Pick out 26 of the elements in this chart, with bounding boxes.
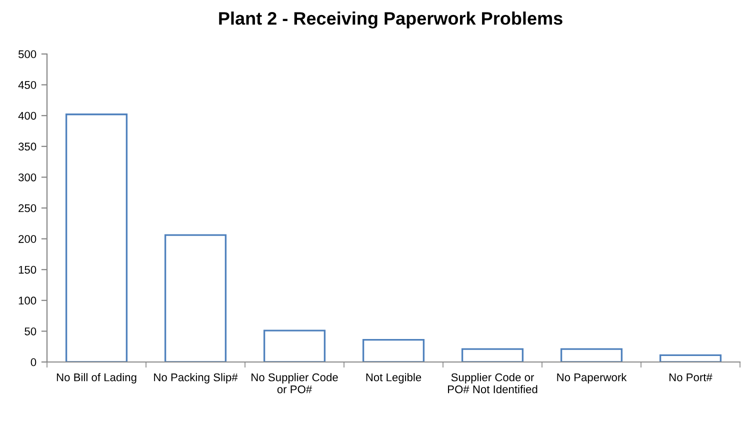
y-tick-label: 500 <box>18 50 36 58</box>
y-tick-label: 300 <box>18 173 36 182</box>
bar <box>263 330 326 362</box>
x-tick-label: No Bill of Lading <box>56 373 136 384</box>
bar <box>461 348 524 362</box>
x-tick-label: Not Legible <box>366 373 422 384</box>
bar <box>164 234 227 362</box>
y-tick-label: 400 <box>18 112 36 120</box>
y-tick-label: 200 <box>18 235 36 243</box>
bar <box>560 348 623 362</box>
y-tick-label: 50 <box>24 327 36 336</box>
y-tick-label: 100 <box>18 296 36 305</box>
x-tick-label: Supplier Code or PO# Not Identified <box>448 373 538 394</box>
y-tick-label: 350 <box>18 142 36 151</box>
y-tick-label: 150 <box>18 266 36 274</box>
bar <box>65 114 128 362</box>
bar <box>362 338 425 362</box>
x-tick-label: No Paperwork <box>557 373 627 384</box>
bar <box>659 354 722 362</box>
chart-title: Plant 2 - Receiving Paperwork Problems <box>219 12 562 28</box>
y-tick-label: 250 <box>18 204 36 212</box>
y-tick-label: 450 <box>18 81 36 89</box>
x-tick-label: No Port# <box>669 374 712 382</box>
x-tick-label: No Supplier Code or PO# <box>252 373 338 394</box>
x-tick-label: No Packing Slip# <box>154 373 238 384</box>
y-tick-label: 0 <box>30 358 36 366</box>
